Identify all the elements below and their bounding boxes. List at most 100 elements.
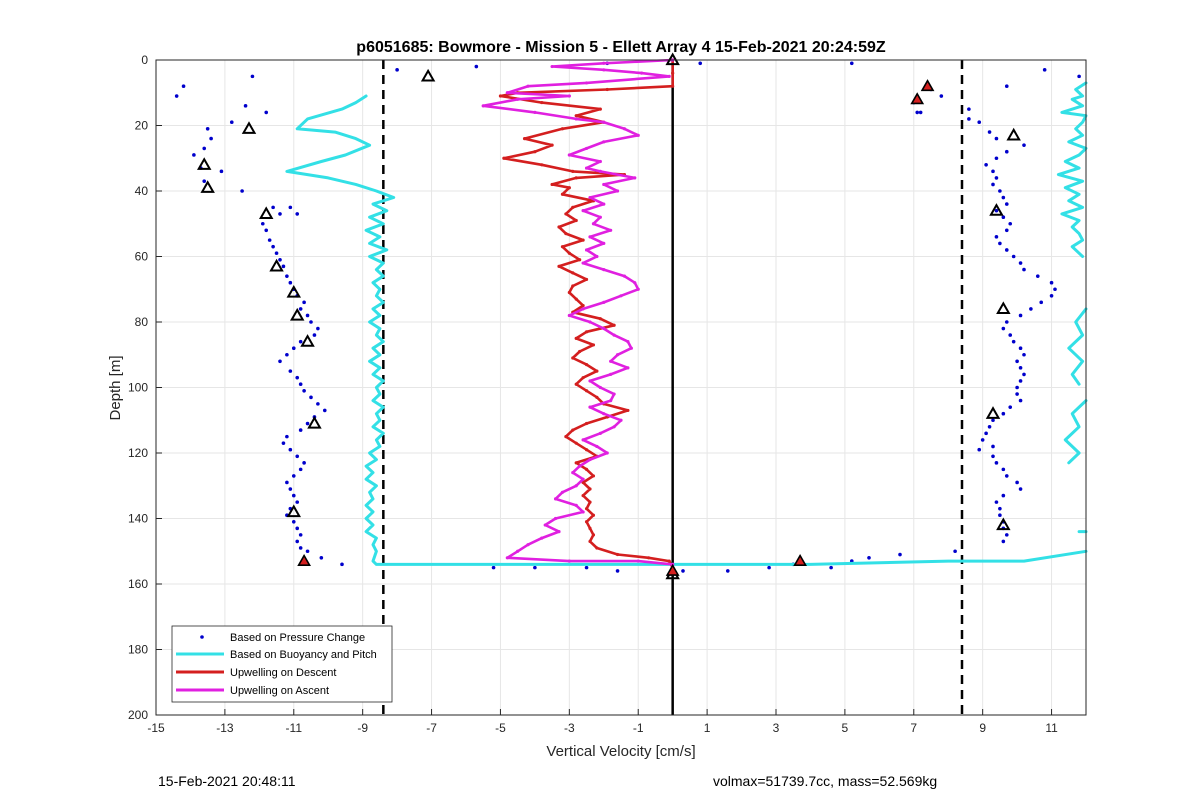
y-axis-ticks: 0 20 40 60 80 100 120 140 160 180 200	[128, 53, 162, 722]
descent-line-point-33	[571, 271, 575, 275]
x-tick-label-13: 11	[1045, 721, 1058, 735]
ascent-line-point-69	[581, 477, 585, 481]
ascent-line-point-63	[581, 438, 585, 442]
pressure-dot-63	[295, 526, 300, 531]
pressure-dot-64	[298, 533, 303, 537]
y-tick-label-2: 40	[135, 184, 149, 198]
pressure-dot-48	[298, 428, 303, 432]
pressure-dot-3	[209, 136, 213, 141]
pressure-dot-146	[1015, 480, 1019, 485]
pressure-dot-35	[298, 339, 303, 344]
ascent-line-point-32	[588, 235, 592, 239]
pressure-dot-139	[980, 438, 985, 442]
pressure-dot-36	[291, 346, 296, 351]
pressure-dot-86	[698, 61, 703, 66]
ascent-line-point-23	[633, 176, 637, 180]
ascent-line-point-60	[619, 418, 623, 422]
ascent-line-point-74	[581, 510, 585, 514]
ascent-line-point-27	[602, 202, 606, 206]
pressure-dot-109	[998, 241, 1002, 246]
ascent-line-point-19	[567, 153, 571, 157]
ascent-line	[481, 58, 674, 575]
ascent-line-point-13	[574, 117, 578, 121]
plot-frame	[155, 59, 1087, 716]
red-triangle-marker-4	[665, 563, 680, 576]
triangle-marker-7	[289, 307, 305, 321]
pressure-dot-80	[867, 556, 871, 560]
descent-line-point-47	[584, 362, 589, 367]
pressure-dot-83	[395, 68, 399, 72]
ascent-line-point-7	[526, 84, 530, 88]
pressure-dot-82	[953, 549, 957, 554]
pressure-dot-155	[1001, 539, 1006, 544]
triangle-marker-0	[420, 68, 436, 82]
pressure-dot-115	[1049, 280, 1054, 285]
y-tick-label-5: 100	[128, 381, 148, 395]
descent-line-point-12	[550, 143, 554, 147]
pressure-dot-19	[264, 228, 269, 233]
triangle-marker-14	[985, 406, 1001, 419]
pressure-dot-21	[271, 244, 275, 249]
reference-lines	[382, 60, 964, 715]
x-tick-label-9: 3	[773, 721, 780, 735]
pressure-dot-96	[994, 156, 999, 161]
descent-line-point-37	[574, 297, 578, 301]
pressure-dot-1	[181, 84, 186, 88]
pressure-dot-45	[322, 408, 327, 413]
triangle-marker-15	[996, 517, 1011, 531]
pressure-dot-55	[291, 474, 296, 478]
pressure-dots	[174, 61, 1081, 573]
ascent-line-point-9	[567, 94, 571, 98]
footer-vehicle-params: volmax=51739.7cc, mass=52.569kg	[713, 773, 938, 789]
pressure-dot-104	[994, 208, 999, 213]
x-tick-label-3: -9	[357, 721, 368, 735]
ascent-line-point-28	[581, 209, 585, 213]
series-lines	[285, 58, 1088, 576]
descent-line-point-35	[571, 284, 575, 288]
pressure-dot-4	[205, 126, 210, 131]
y-tick-label-6: 120	[128, 446, 148, 460]
pressure-dot-136	[991, 418, 995, 423]
triangle-marker-2	[196, 157, 212, 170]
pressure-dot-23	[278, 257, 282, 262]
ascent-line-point-52	[626, 366, 630, 370]
pressure-dot-127	[1015, 359, 1019, 364]
red-triangle-marker-2	[297, 553, 311, 567]
descent-line-point-27	[564, 231, 568, 236]
descent-line-point-72	[588, 526, 592, 530]
pressure-dot-67	[305, 549, 310, 554]
pressure-dot-131	[1015, 385, 1019, 390]
triangle-marker-13	[996, 301, 1011, 315]
pressure-dot-30	[298, 307, 303, 311]
pressure-dot-34	[312, 333, 317, 337]
pressure-dot-142	[991, 454, 995, 459]
ascent-line-point-29	[598, 215, 602, 219]
legend-item-descent: Upwelling on Descent	[176, 667, 336, 679]
x-axis-ticks: -15 -13 -11 -9 -7 -5 -3 -1 1 3 5 7 9 11	[147, 709, 1058, 735]
ascent-line-point-25	[615, 189, 620, 193]
pressure-dot-43	[309, 395, 313, 400]
pressure-dot-47	[305, 421, 310, 426]
triangle-marker-10	[286, 504, 302, 518]
pressure-dot-98	[991, 169, 995, 174]
pressure-dot-122	[1001, 326, 1006, 331]
pressure-dot-0	[174, 94, 179, 98]
legend: Based on Pressure Change Based on Buoyan…	[171, 625, 393, 703]
descent-line-point-31	[578, 258, 582, 262]
ascent-line-point-39	[633, 281, 637, 285]
ascent-line-point-14	[602, 120, 606, 124]
ascent-line-point-78	[540, 536, 544, 540]
pressure-dot-117	[1049, 294, 1054, 298]
pressure-dot-97	[984, 163, 988, 167]
pressure-dot-134	[1008, 405, 1013, 409]
ascent-line-point-73	[574, 503, 578, 507]
descent-line-point-20	[567, 186, 571, 190]
ascent-line-point-80	[516, 549, 520, 553]
descent-line-point-15	[540, 163, 544, 167]
ascent-line-point-16	[636, 133, 640, 137]
ascent-line-point-82	[567, 559, 571, 563]
pressure-dot-100	[991, 182, 995, 187]
descent-line-point-60	[584, 448, 589, 452]
pressure-dot-12	[219, 169, 224, 174]
pressure-dot-89	[918, 110, 923, 115]
